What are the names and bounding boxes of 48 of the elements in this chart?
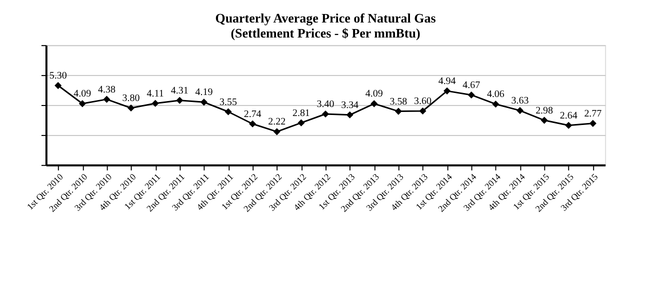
point [273,128,280,136]
point [322,110,330,118]
data-label: 4.67 [462,80,480,91]
data-label: 4.09 [74,88,92,100]
point [540,116,548,124]
point [468,91,475,99]
data-label: 2.64 [560,110,578,122]
data-label: 3.80 [122,93,140,104]
point [200,98,208,106]
point [103,96,110,103]
point [54,82,62,90]
data-label: 4.38 [98,84,116,96]
point [589,120,596,127]
data-label: 4.11 [146,88,164,100]
data-label: 3.60 [414,96,432,108]
data-label: 3.58 [390,96,408,108]
data-label: 4.09 [365,88,383,100]
data-label: 3.63 [511,96,529,107]
data-label: 2.81 [292,108,310,119]
point [346,111,354,118]
data-label: 4.31 [170,85,188,96]
point [224,108,232,116]
data-label: 4.06 [486,89,504,100]
data-label: 2.22 [268,116,286,128]
point [444,87,451,94]
point [565,122,572,129]
point [419,107,426,115]
data-label: 4.94 [438,76,456,87]
point [176,96,184,104]
data-label: 4.19 [195,87,213,98]
data-label: 3.34 [341,100,359,111]
point [516,107,524,114]
point [78,100,86,108]
data-label: 2.77 [584,108,602,120]
data-label: 5.30 [49,70,67,82]
text: Quarterly Average Price of Natural Gas [215,10,436,26]
point [370,100,378,108]
text: (Settlement Prices - $ Per mmBtu) [230,26,420,41]
point [127,104,135,112]
point [492,100,500,108]
point [152,100,159,107]
point [298,119,305,126]
data-label: 2.98 [536,105,554,116]
data-label: 3.55 [220,96,237,108]
data-label: 2.74 [244,108,262,120]
point [249,120,256,128]
data-label: 3.40 [316,99,334,110]
point [394,108,402,115]
